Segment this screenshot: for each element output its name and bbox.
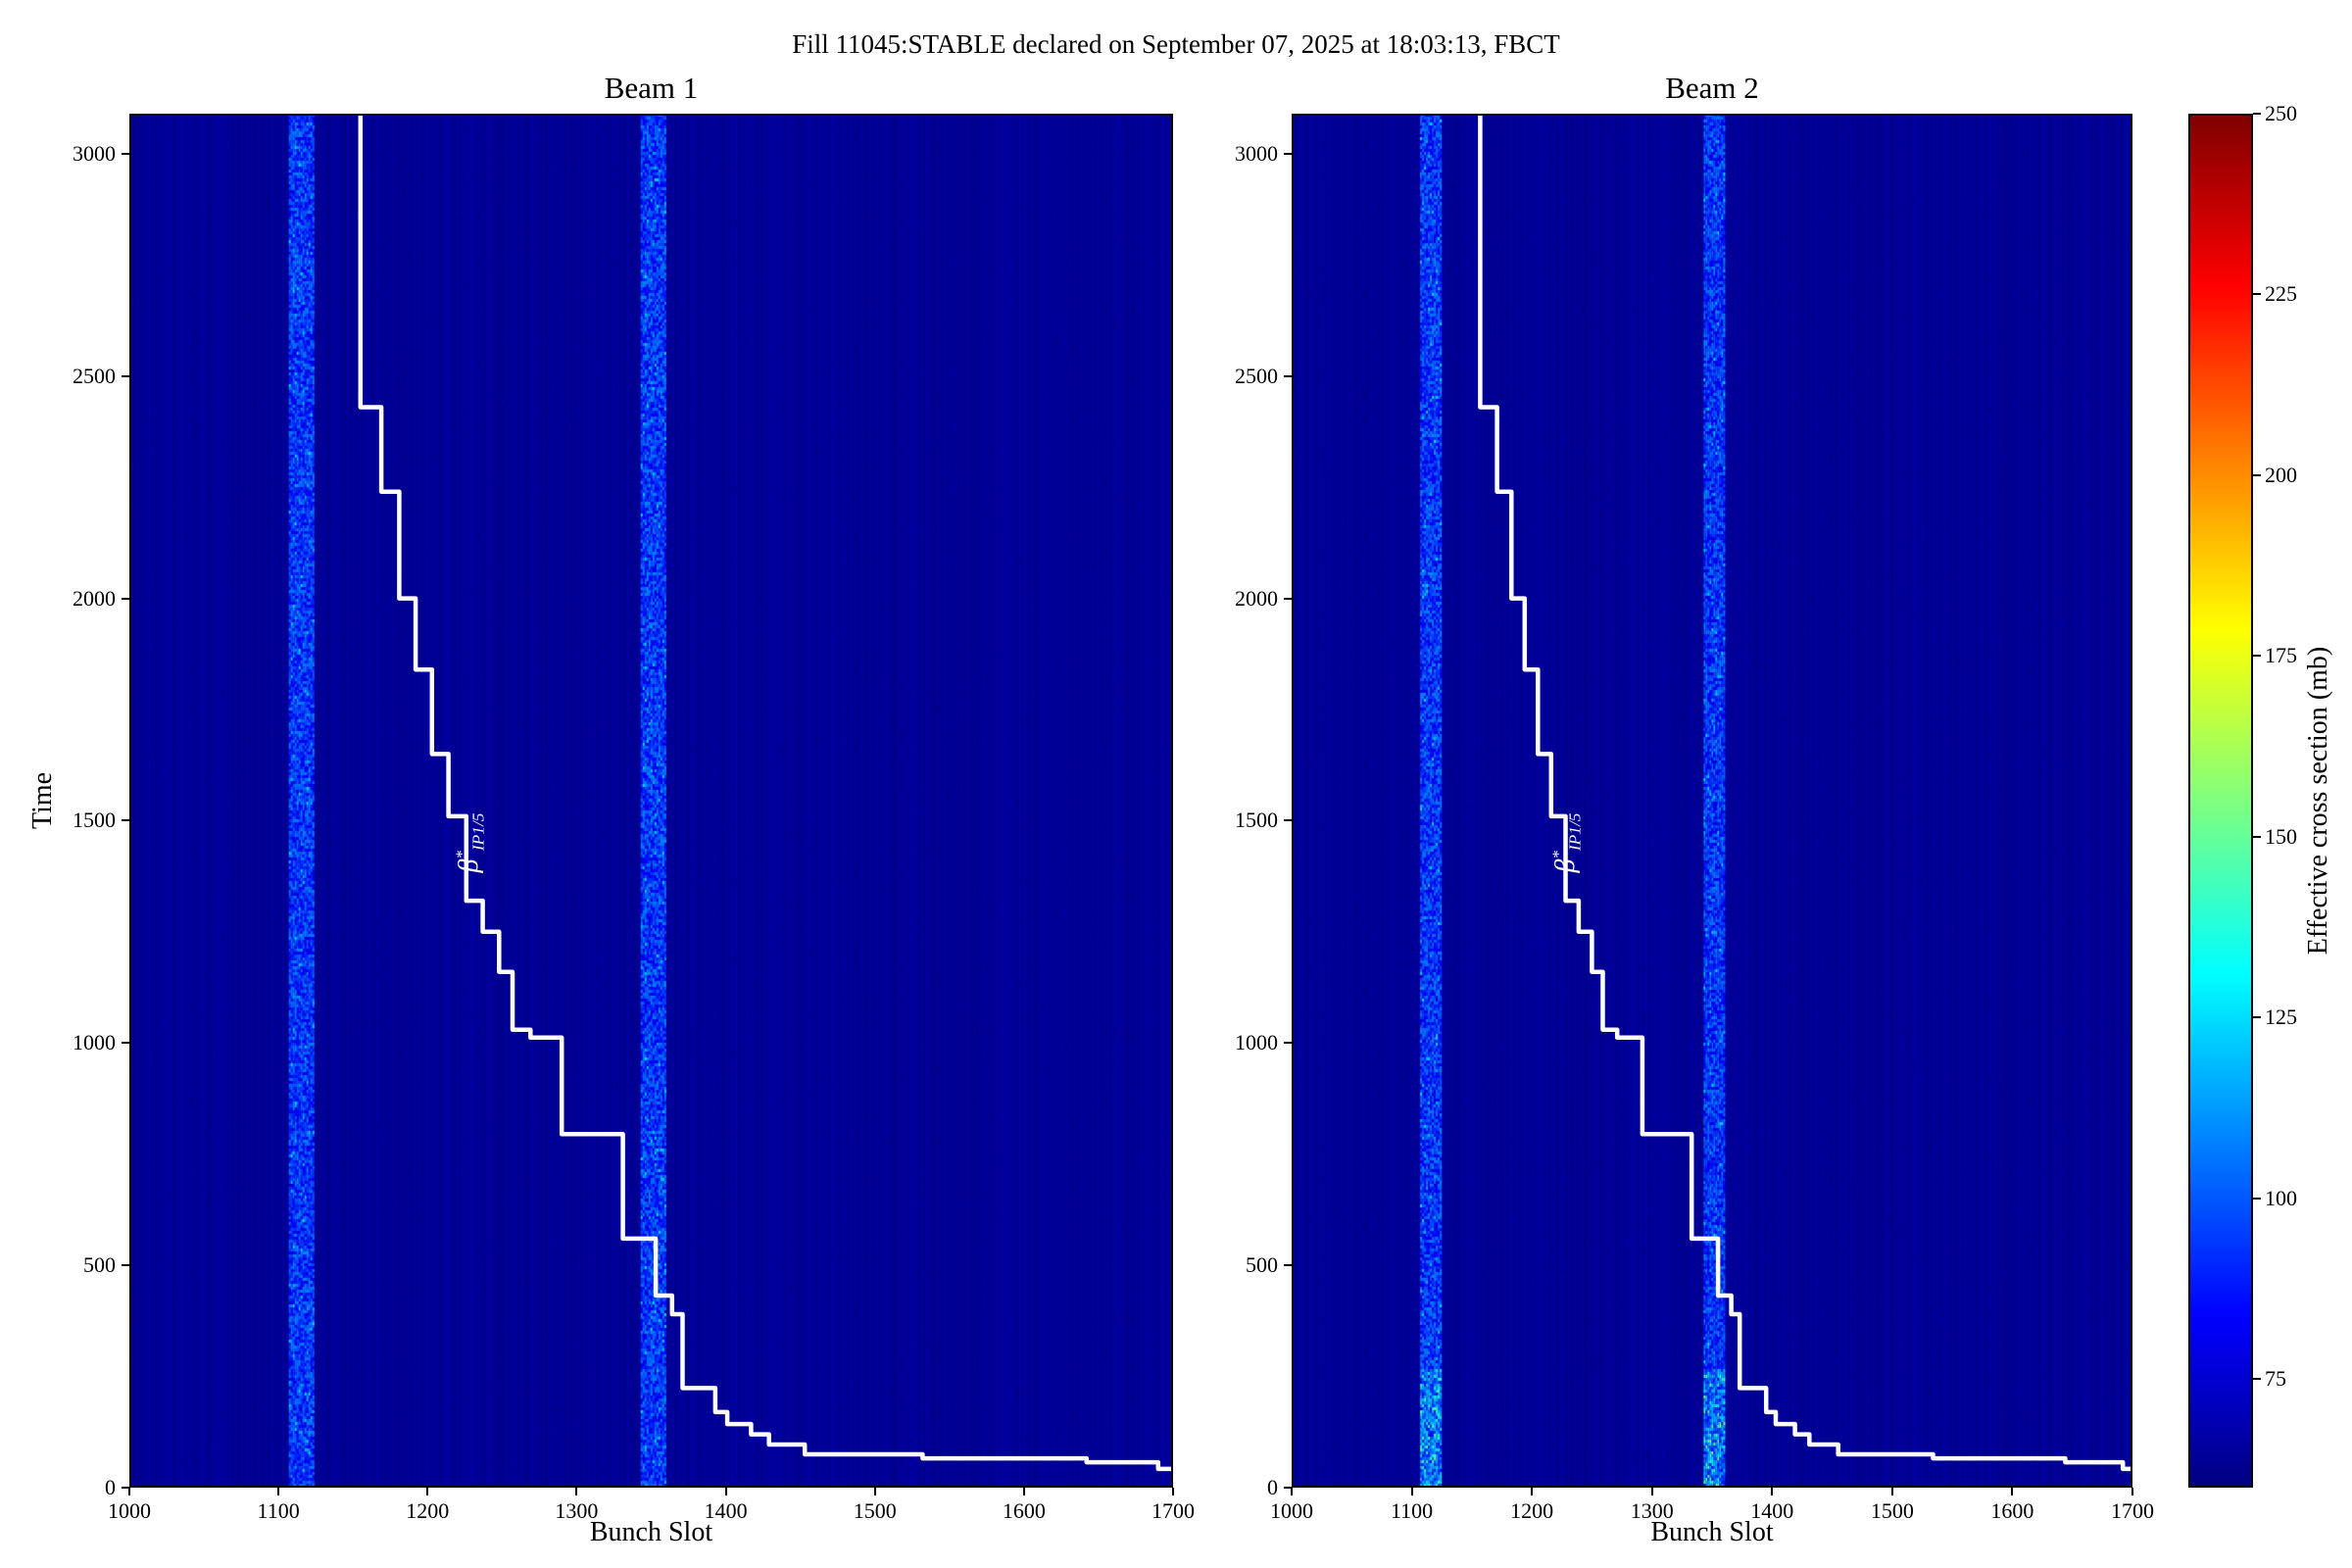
x-tick-label: 1200: [1510, 1498, 1553, 1524]
x-tick-mark: [128, 1488, 130, 1495]
colorbar-label: Effective cross section (mb): [2303, 647, 2334, 955]
colorbar-tick-label: 175: [2265, 643, 2297, 668]
beta-symbol: β: [1550, 859, 1581, 873]
x-tick-mark: [1531, 1488, 1533, 1495]
x-tick-mark: [277, 1488, 279, 1495]
x-tick-label: 1300: [555, 1498, 598, 1524]
y-tick-label: 2000: [25, 586, 116, 612]
x-tick-label: 1500: [1871, 1498, 1914, 1524]
beta-star-step-line: [1480, 114, 2132, 1469]
colorbar-tick-label: 150: [2265, 824, 2297, 850]
y-tick-mark: [122, 819, 129, 821]
beam1-plot-area: β*IP1/5: [129, 114, 1173, 1488]
x-tick-mark: [1411, 1488, 1413, 1495]
y-tick-mark: [122, 1042, 129, 1044]
y-tick-label: 2000: [1188, 586, 1278, 612]
y-tick-label: 0: [1188, 1475, 1278, 1500]
colorbar: [2188, 114, 2253, 1488]
y-tick-mark: [122, 1264, 129, 1266]
x-tick-mark: [1172, 1488, 1174, 1495]
y-tick-label: 1500: [25, 808, 116, 833]
beta-superscript: *: [1548, 851, 1567, 858]
colorbar-tick-mark: [2253, 474, 2261, 476]
y-tick-label: 1500: [1188, 808, 1278, 833]
beta-superscript: *: [453, 851, 471, 858]
y-tick-mark: [1284, 153, 1292, 155]
figure-root: Fill 11045:STABLE declared on September …: [0, 0, 2352, 1568]
beam1-overlay: [129, 114, 1173, 1488]
y-tick-label: 0: [25, 1475, 116, 1500]
y-tick-mark: [1284, 1264, 1292, 1266]
beta-star-step-line: [361, 114, 1173, 1469]
x-tick-label: 1700: [1152, 1498, 1195, 1524]
y-tick-mark: [1284, 375, 1292, 377]
x-tick-label: 1200: [406, 1498, 449, 1524]
x-tick-label: 1100: [1391, 1498, 1433, 1524]
colorbar-tick-mark: [2253, 1198, 2261, 1200]
x-tick-label: 1400: [1750, 1498, 1793, 1524]
y-tick-label: 500: [25, 1252, 116, 1278]
colorbar-tick-label: 125: [2265, 1004, 2297, 1030]
x-tick-mark: [1023, 1488, 1025, 1495]
y-tick-mark: [122, 375, 129, 377]
y-tick-mark: [1284, 819, 1292, 821]
x-tick-mark: [725, 1488, 727, 1495]
beta-subscript: IP1/5: [469, 813, 488, 852]
beam2-beta-star-annotation: β*IP1/5: [1548, 813, 1585, 873]
colorbar-tick-label: 225: [2265, 281, 2297, 307]
beam2-plot-area: β*IP1/5: [1292, 114, 2132, 1488]
colorbar-tick-mark: [2253, 836, 2261, 838]
x-tick-mark: [1771, 1488, 1773, 1495]
colorbar-tick-mark: [2253, 293, 2261, 295]
x-tick-mark: [1651, 1488, 1653, 1495]
y-tick-mark: [1284, 1487, 1292, 1489]
y-tick-label: 2500: [1188, 364, 1278, 389]
colorbar-gradient: [2188, 114, 2253, 1488]
beam1-beta-star-annotation: β*IP1/5: [453, 813, 489, 873]
y-tick-label: 3000: [25, 141, 116, 167]
y-tick-label: 1000: [25, 1030, 116, 1055]
colorbar-tick-label: 75: [2265, 1366, 2286, 1392]
figure-title: Fill 11045:STABLE declared on September …: [0, 29, 2352, 60]
x-tick-mark: [2011, 1488, 2013, 1495]
beta-symbol: β: [454, 859, 484, 873]
beam1-title: Beam 1: [129, 71, 1173, 106]
colorbar-tick-label: 200: [2265, 463, 2297, 488]
y-tick-mark: [1284, 598, 1292, 600]
x-tick-label: 1000: [108, 1498, 151, 1524]
y-tick-mark: [1284, 1042, 1292, 1044]
colorbar-tick-mark: [2253, 655, 2261, 657]
y-tick-label: 1000: [1188, 1030, 1278, 1055]
x-tick-label: 1500: [854, 1498, 897, 1524]
beta-subscript: IP1/5: [1565, 813, 1584, 852]
x-tick-mark: [1891, 1488, 1893, 1495]
y-tick-label: 3000: [1188, 141, 1278, 167]
x-tick-mark: [426, 1488, 428, 1495]
y-tick-label: 500: [1188, 1252, 1278, 1278]
colorbar-tick-mark: [2253, 113, 2261, 115]
y-tick-label: 2500: [25, 364, 116, 389]
colorbar-tick-label: 250: [2265, 101, 2297, 126]
colorbar-tick-label: 100: [2265, 1186, 2297, 1211]
y-tick-mark: [122, 153, 129, 155]
colorbar-tick-mark: [2253, 1016, 2261, 1018]
x-tick-label: 1300: [1631, 1498, 1674, 1524]
x-tick-label: 1400: [705, 1498, 748, 1524]
beam2-overlay: [1292, 114, 2132, 1488]
x-tick-mark: [1291, 1488, 1293, 1495]
colorbar-tick-mark: [2253, 1378, 2261, 1380]
x-tick-mark: [2132, 1488, 2133, 1495]
x-tick-label: 1000: [1270, 1498, 1313, 1524]
x-tick-label: 1600: [1003, 1498, 1046, 1524]
beam2-title: Beam 2: [1292, 71, 2132, 106]
x-tick-label: 1600: [1990, 1498, 2034, 1524]
y-tick-mark: [122, 598, 129, 600]
x-tick-label: 1700: [2111, 1498, 2154, 1524]
x-tick-mark: [575, 1488, 577, 1495]
x-tick-label: 1100: [258, 1498, 300, 1524]
x-tick-mark: [874, 1488, 876, 1495]
y-tick-mark: [122, 1487, 129, 1489]
